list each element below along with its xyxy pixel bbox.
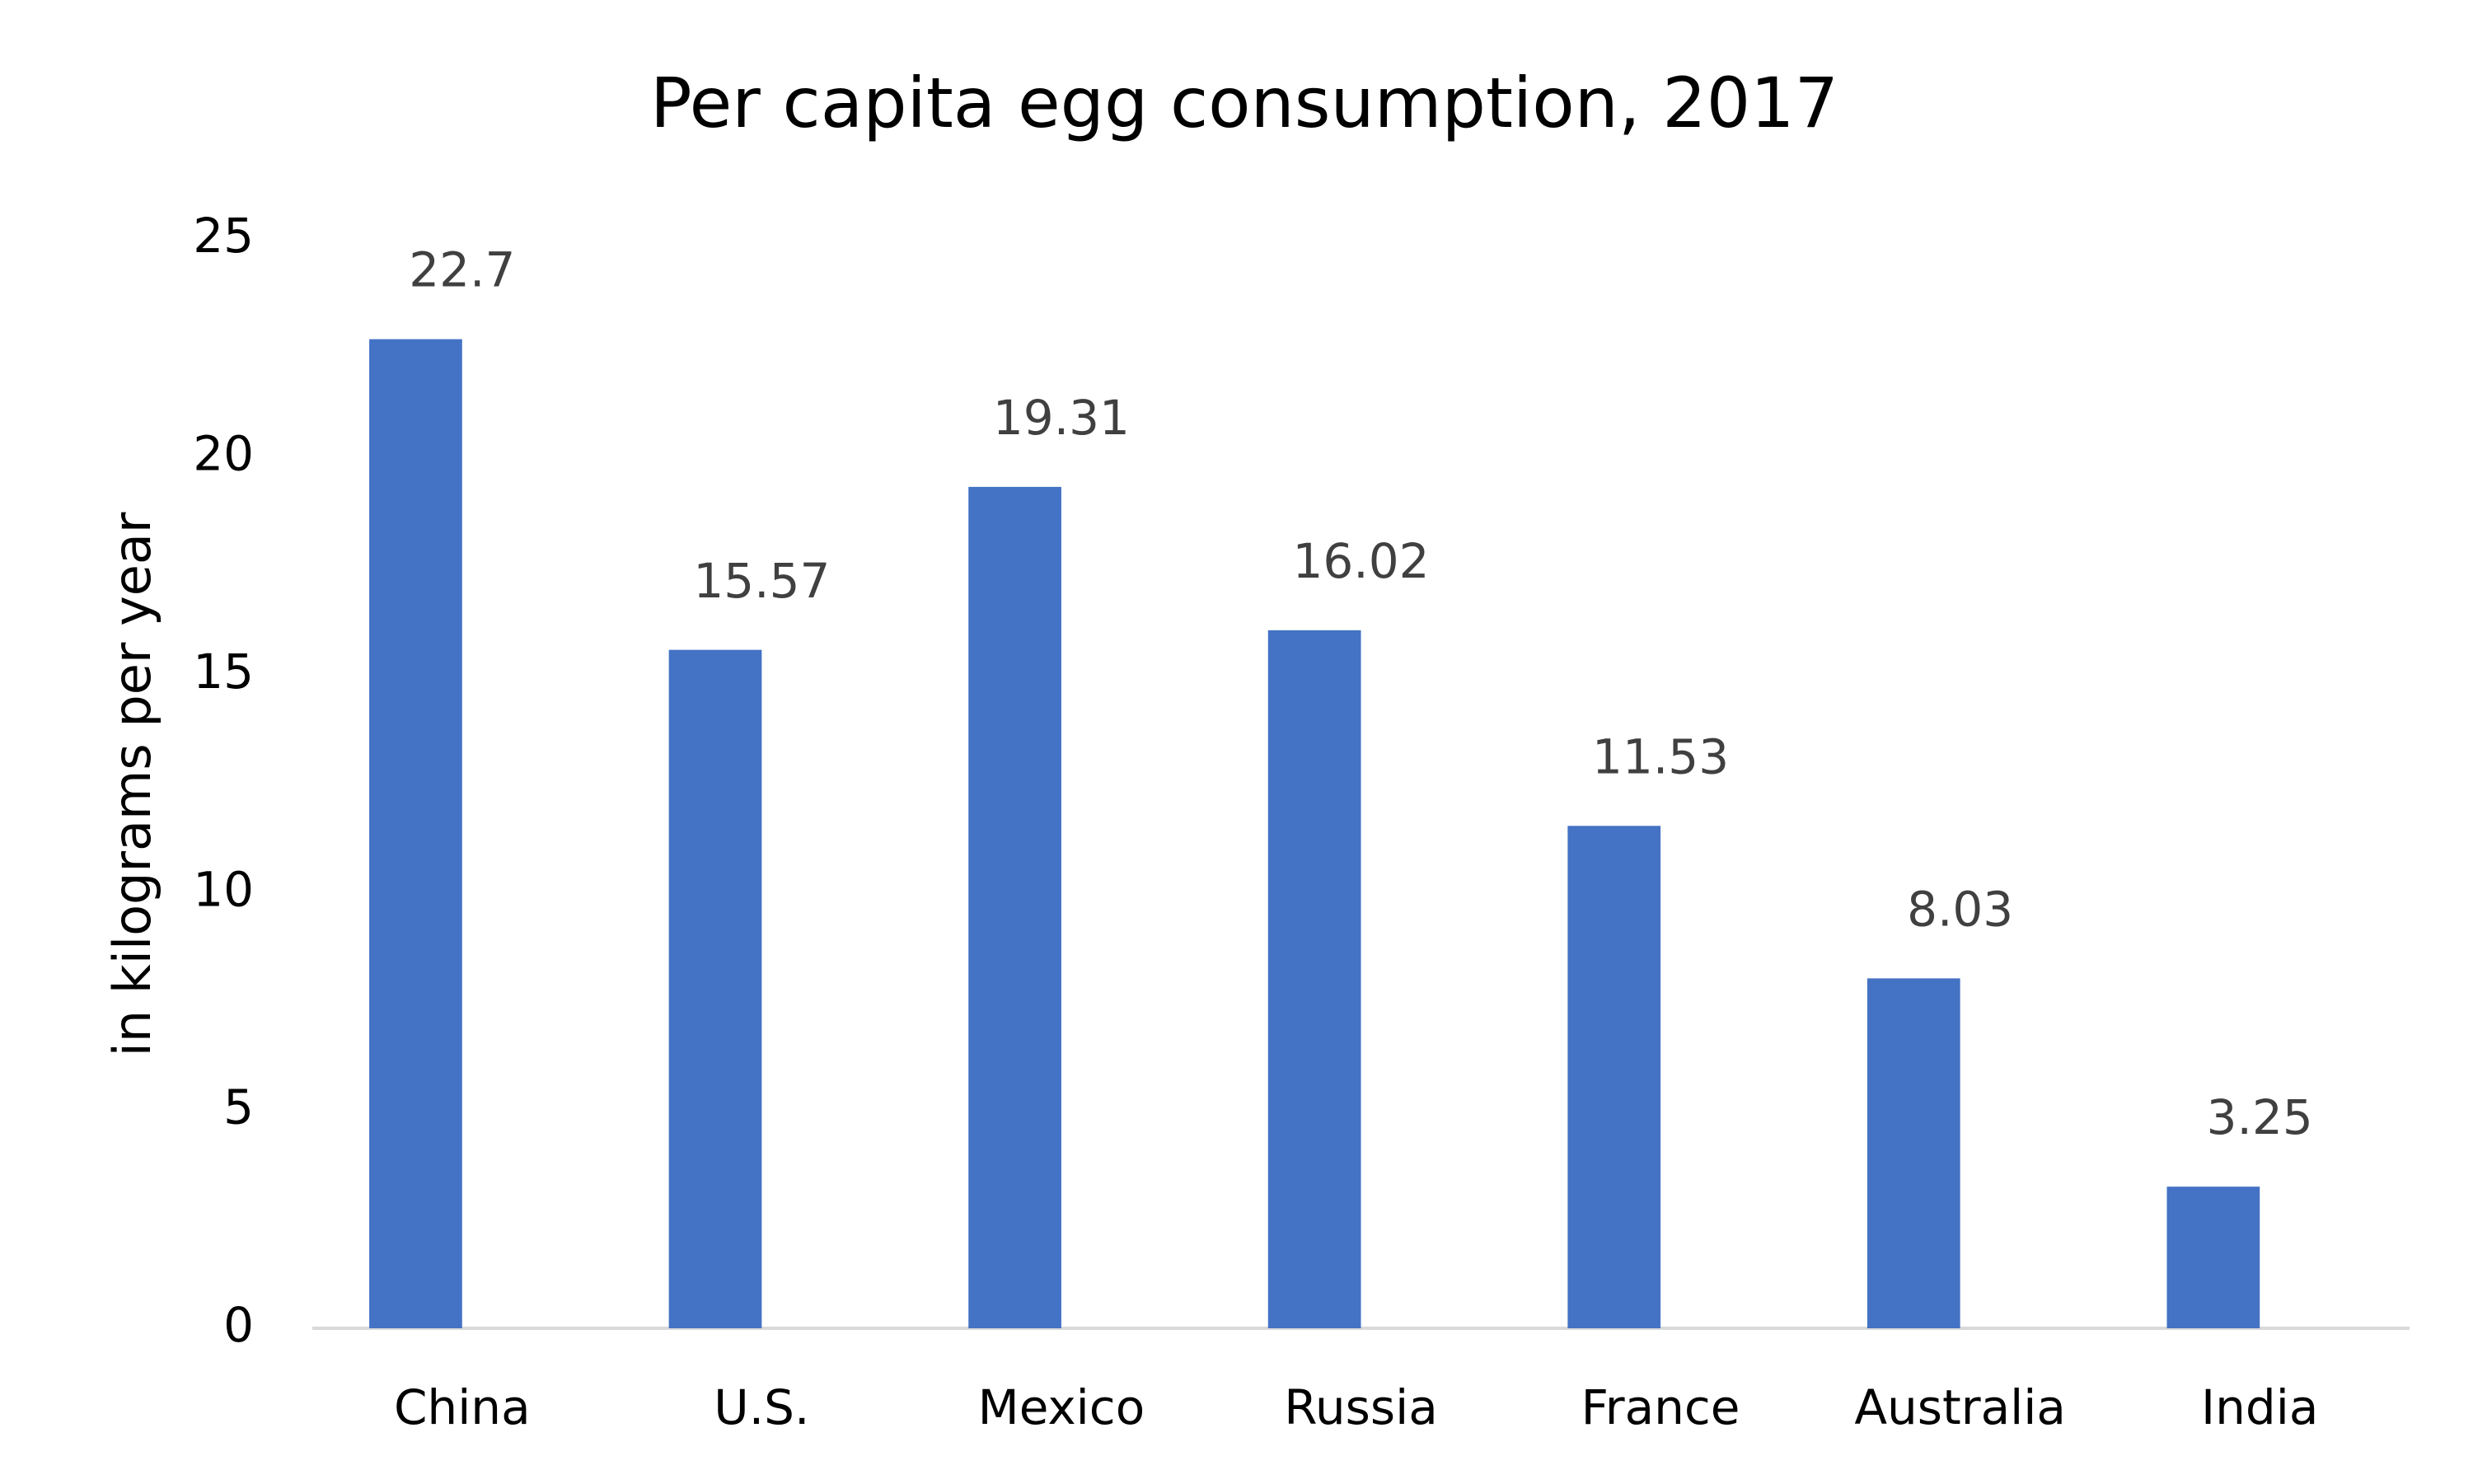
- bar: [968, 486, 1061, 1328]
- bar: [1267, 630, 1361, 1328]
- x-tick-label: Russia: [1284, 1379, 1438, 1435]
- y-tick-label: 10: [193, 861, 254, 917]
- y-tick-label: 25: [193, 208, 254, 264]
- data-label: 8.03: [1907, 881, 2013, 937]
- bar: [1567, 826, 1661, 1328]
- bar: [369, 339, 462, 1328]
- x-tick-label: U.S.: [714, 1379, 809, 1435]
- bar: [668, 649, 762, 1328]
- x-tick-label: India: [2201, 1379, 2318, 1435]
- data-label: 19.31: [993, 390, 1130, 446]
- y-axis-label: in kilograms per year: [102, 512, 162, 1056]
- x-tick-label: Australia: [1854, 1379, 2066, 1435]
- y-tick-label: 20: [193, 426, 254, 482]
- data-label: 3.25: [2207, 1089, 2313, 1145]
- x-tick-label: France: [1581, 1379, 1740, 1435]
- data-label: 22.7: [409, 242, 515, 298]
- bar: [2166, 1187, 2260, 1328]
- chart-title: Per capita egg consumption, 2017: [650, 63, 1838, 143]
- data-label: 16.02: [1292, 533, 1429, 589]
- y-tick-label: 15: [193, 644, 254, 700]
- x-tick-label: China: [394, 1379, 531, 1435]
- y-tick-label: 5: [223, 1079, 254, 1135]
- data-label: 15.57: [693, 553, 830, 609]
- data-label: 11.53: [1592, 728, 1729, 784]
- bar: [1866, 978, 1960, 1328]
- y-tick-label: 0: [223, 1297, 254, 1353]
- x-tick-label: Mexico: [978, 1379, 1145, 1435]
